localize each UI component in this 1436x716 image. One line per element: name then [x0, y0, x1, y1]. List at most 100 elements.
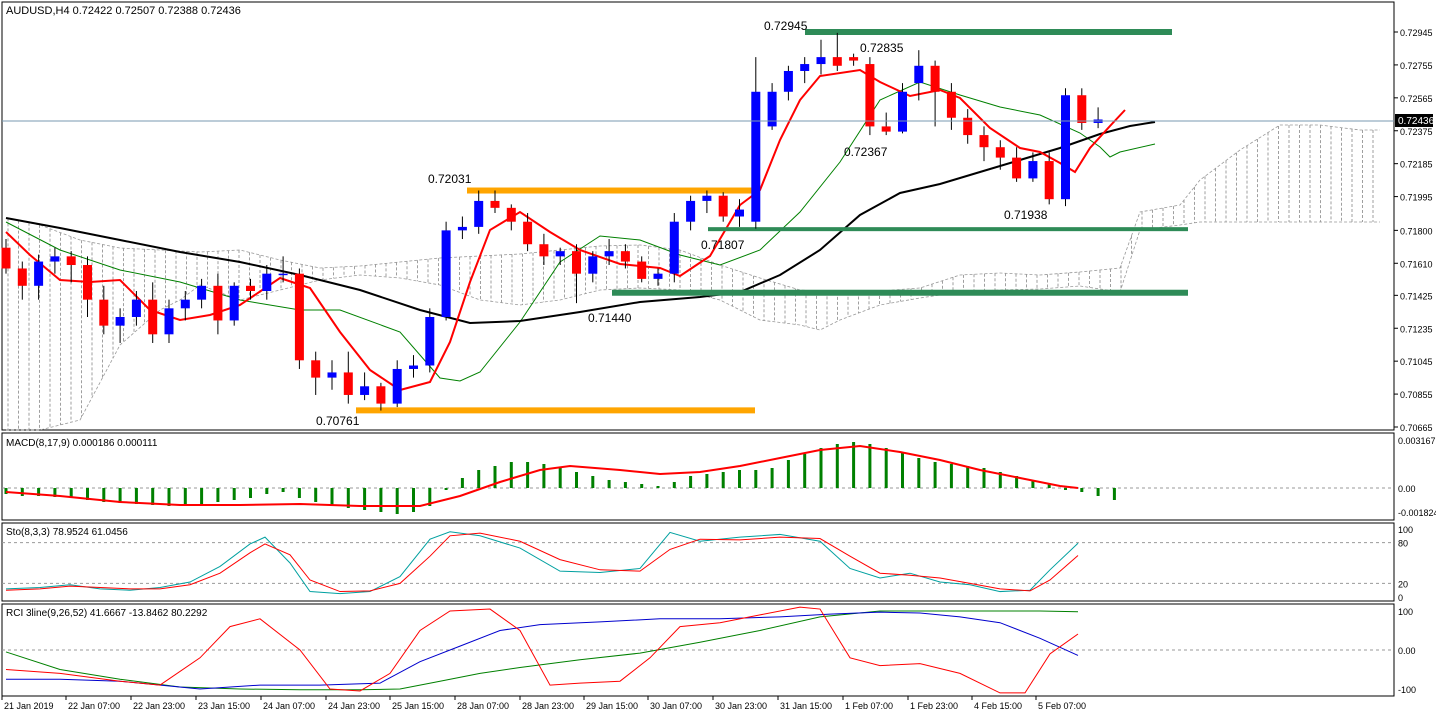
macd-histogram-bar [689, 476, 693, 488]
candle-body [1, 247, 11, 269]
stochastic-indicator: 100 80 20 0 [2, 525, 1413, 603]
macd-histogram-bar [705, 474, 709, 488]
candle-body [425, 316, 435, 366]
candle-body [604, 251, 614, 257]
time-tick-label: 22 Jan 07:00 [68, 701, 120, 711]
macd-histogram-bar [1015, 476, 1019, 488]
time-tick-label: 28 Jan 23:00 [522, 701, 574, 711]
candle-body [1012, 157, 1022, 179]
macd-histogram-bar [477, 470, 481, 488]
candle-body [441, 230, 451, 317]
candle-body [946, 91, 956, 118]
candle-body [294, 273, 304, 361]
macd-histogram-bar [232, 488, 236, 500]
ma-mid-line [5, 81, 1156, 382]
candle-body [99, 299, 109, 326]
macd-histogram-bar [167, 488, 171, 506]
candle-body [197, 285, 207, 300]
price-annotation: 0.71807 [701, 238, 745, 252]
candle-body [963, 117, 973, 136]
level-72945 [805, 29, 1172, 35]
macd-histogram-bar [998, 472, 1002, 488]
macd-histogram-bar [526, 462, 530, 488]
candle-body [653, 273, 663, 279]
candlesticks [1, 32, 1103, 411]
macd-histogram-bar [835, 444, 839, 488]
price-annotations: 0.72945 0.72835 0.72031 0.72367 0.71807 0.719… [316, 19, 1048, 428]
macd-signal-line [5, 444, 1079, 507]
candle-body [164, 308, 174, 335]
macd-histogram-bar [37, 488, 41, 496]
price-tick-label: 0.71425 [1400, 291, 1433, 301]
time-axis: 21 Jan 2019 22 Jan 07:00 22 Jan 23:00 23 Ja… [1, 696, 1086, 711]
time-tick-label: 5 Feb 07:00 [1038, 701, 1086, 711]
macd-histogram-bar [1112, 488, 1116, 500]
macd-histogram-bar [183, 488, 187, 506]
candle-body [148, 299, 158, 335]
candle-body [800, 64, 810, 71]
macd-histogram-bar [672, 482, 676, 488]
time-tick-label: 24 Jan 07:00 [263, 701, 315, 711]
candle-body [914, 65, 924, 84]
candle-body [131, 299, 141, 317]
candle-body [979, 135, 989, 148]
candle-body [702, 195, 712, 201]
macd-histogram-bar [575, 472, 578, 488]
level-70761 [356, 407, 755, 414]
macd-histogram-bar [493, 466, 497, 488]
candle-body [1061, 95, 1070, 200]
macd-histogram-bar [4, 488, 8, 494]
macd-histogram-bar [786, 460, 790, 488]
macd-histogram-bar [134, 488, 138, 504]
candle-body [327, 372, 337, 378]
macd-histogram-bar [460, 478, 464, 488]
macd-histogram-bar [591, 476, 595, 488]
macd-histogram-bar [379, 488, 383, 512]
candle-body [262, 273, 272, 292]
price-tick-label: 0.70855 [1400, 390, 1433, 400]
time-tick-label: 24 Jan 23:00 [328, 701, 380, 711]
macd-histogram-bar [623, 482, 627, 488]
price-tick-label: 0.72945 [1400, 28, 1433, 38]
macd-histogram-bar [216, 488, 220, 502]
price-tick-label: 0.71235 [1400, 324, 1433, 334]
macd-axis-label: 0.00 [1398, 484, 1416, 494]
price-tick-label: 0.71995 [1400, 193, 1433, 203]
time-tick-label: 31 Jan 15:00 [780, 701, 832, 711]
macd-histogram-bar [395, 488, 399, 514]
current-price-box [1395, 114, 1433, 127]
candle-body [246, 285, 255, 292]
price-tick-label: 0.71045 [1400, 357, 1433, 367]
macd-histogram-bar [1080, 488, 1084, 492]
rci-mid-line [6, 611, 1079, 690]
candle-body [995, 147, 1005, 158]
candle-body [1077, 95, 1087, 123]
macd-histogram-bar [542, 464, 546, 488]
candle-body [669, 221, 679, 274]
macd-label: MACD(8,17,9) 0.000186 0.000111 [6, 438, 158, 449]
macd-histogram-bar [1064, 488, 1067, 490]
candle-body [751, 91, 761, 222]
candle-body [474, 200, 484, 227]
candle-body [213, 285, 223, 321]
candle-body [523, 221, 533, 245]
macd-histogram-bar [346, 488, 350, 508]
macd-indicator: 0.003167 0.00 -0.001824 [2, 436, 1436, 518]
macd-histogram-bar [558, 468, 562, 488]
macd-histogram-bar [265, 488, 269, 494]
macd-histogram-bar [868, 444, 872, 488]
current-price-label: 0.72436 [1398, 116, 1435, 127]
ma-fast-line [5, 68, 1126, 392]
candle-body [881, 126, 891, 132]
time-tick-label: 1 Feb 23:00 [910, 701, 958, 711]
rci-axis-label: 100 [1398, 607, 1413, 617]
time-tick-label: 23 Jan 15:00 [198, 701, 250, 711]
macd-histogram-bar [917, 458, 921, 488]
macd-histogram-bar [949, 464, 953, 488]
time-tick-label: 28 Jan 07:00 [457, 701, 509, 711]
price-annotation: 0.72835 [860, 41, 904, 55]
macd-histogram-bar [966, 466, 970, 488]
horizontal-levels [356, 29, 1188, 414]
stoch-panel-frame [1, 522, 1395, 602]
